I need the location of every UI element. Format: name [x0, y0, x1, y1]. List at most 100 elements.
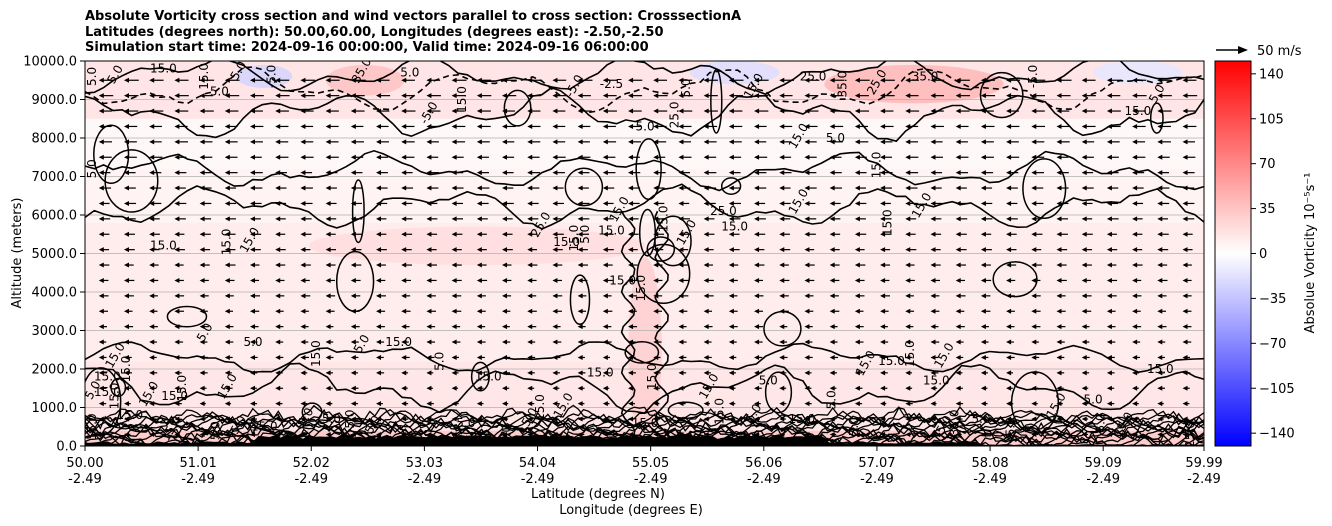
wind-vector-head — [930, 401, 936, 407]
wind-vector-head — [124, 262, 130, 268]
wind-vector-head — [829, 431, 835, 437]
contour-label: -5.0 — [1026, 65, 1040, 88]
wind-vector-head — [703, 93, 709, 99]
wind-vector-head — [1157, 154, 1163, 160]
wind-vector-head — [426, 324, 432, 330]
wind-vector-head — [1056, 293, 1062, 299]
contour-label: 15.0 — [923, 373, 950, 387]
y-tick-label: 10000.0 — [23, 55, 77, 70]
wind-vector-head — [905, 262, 911, 268]
wind-vector-head — [703, 231, 709, 237]
wind-vector-head — [350, 416, 356, 422]
wind-vector-head — [476, 154, 482, 160]
wind-vector-head — [728, 247, 734, 253]
wind-vector-head — [476, 185, 482, 191]
wind-vector-head — [829, 339, 835, 345]
wind-vector-head — [174, 416, 180, 422]
wind-vector-head — [1056, 170, 1062, 176]
wind-vector-head — [325, 308, 331, 314]
wind-vector-head — [829, 200, 835, 206]
wind-vector-head — [880, 354, 886, 360]
wind-vector-head — [300, 93, 306, 99]
wind-vector-head — [502, 93, 508, 99]
wind-vector-head — [174, 247, 180, 253]
wind-vector-head — [728, 370, 734, 376]
wind-vector-head — [401, 416, 407, 422]
wind-vector-head — [653, 123, 659, 129]
contour-label: 15.0 — [220, 229, 234, 256]
closed-contour — [764, 371, 793, 414]
wind-vector-head — [174, 139, 180, 145]
contour-label: 15.0 — [197, 63, 211, 90]
wind-vector-head — [174, 401, 180, 407]
wind-vector-head — [149, 324, 155, 330]
wind-vector-head — [804, 231, 810, 237]
wind-vector-head — [149, 293, 155, 299]
wind-vector-head — [275, 354, 281, 360]
wind-vector-head — [1157, 308, 1163, 314]
wind-vector-head — [300, 77, 306, 83]
wind-vector-head — [628, 416, 634, 422]
wind-vector-head — [199, 247, 205, 253]
wind-vector-head — [1031, 416, 1037, 422]
wind-vector-head — [98, 93, 104, 99]
closed-contour — [166, 305, 208, 328]
wind-vector-head — [1157, 123, 1163, 129]
wind-vector-head — [1056, 385, 1062, 391]
wind-vector-head — [602, 339, 608, 345]
colorbar-tick-label: −35 — [1259, 292, 1286, 307]
contour-label: 5.0 — [824, 390, 838, 409]
wind-vector-head — [275, 416, 281, 422]
wind-vector-head — [678, 185, 684, 191]
wind-vector-head — [98, 216, 104, 222]
wind-vector-head — [1031, 123, 1037, 129]
wind-vector-head — [1132, 293, 1138, 299]
wind-vector-head — [703, 216, 709, 222]
wind-vector-head — [124, 324, 130, 330]
wind-vector-head — [678, 170, 684, 176]
wind-vector-head — [149, 431, 155, 437]
wind-vector-head — [577, 431, 583, 437]
wind-vector-head — [124, 277, 130, 283]
wind-vector-head — [930, 139, 936, 145]
wind-vector-head — [1106, 262, 1112, 268]
vorticity-layer-3 — [85, 168, 1204, 223]
wind-vector-head — [124, 247, 130, 253]
wind-vector-head — [149, 277, 155, 283]
wind-vector-head — [854, 93, 860, 99]
wind-vector-head — [98, 77, 104, 83]
wind-vector-head — [804, 416, 810, 422]
wind-vector-head — [905, 277, 911, 283]
wind-vector-head — [577, 185, 583, 191]
wind-vector-head — [980, 370, 986, 376]
wind-vector-head — [350, 77, 356, 83]
wind-vector-head — [779, 170, 785, 176]
wind-vector-head — [98, 170, 104, 176]
wind-vector-head — [250, 262, 256, 268]
wind-vector-head — [980, 308, 986, 314]
wind-vector-head — [527, 354, 533, 360]
wind-vector-head — [174, 185, 180, 191]
wind-vector-head — [1106, 231, 1112, 237]
wind-vector-head — [854, 401, 860, 407]
wind-vector-head — [829, 93, 835, 99]
wind-vector-head — [1106, 77, 1112, 83]
wind-vector-head — [476, 431, 482, 437]
wind-vector-head — [1031, 339, 1037, 345]
wind-vector-head — [728, 293, 734, 299]
wind-vector-head — [552, 200, 558, 206]
wind-vector-head — [401, 108, 407, 114]
wind-vector-head — [678, 216, 684, 222]
wind-vector-head — [980, 200, 986, 206]
contour-label: 25.0 — [800, 69, 827, 83]
wind-vector-head — [628, 123, 634, 129]
wind-vector-head — [678, 370, 684, 376]
wind-vector-head — [703, 139, 709, 145]
wind-vector-head — [703, 370, 709, 376]
wind-vector-head — [930, 416, 936, 422]
quiver-key-arrowhead — [1238, 46, 1248, 54]
wind-vector-head — [930, 324, 936, 330]
wind-vector-head — [880, 416, 886, 422]
wind-vector-head — [1006, 308, 1012, 314]
wind-vector-head — [653, 339, 659, 345]
